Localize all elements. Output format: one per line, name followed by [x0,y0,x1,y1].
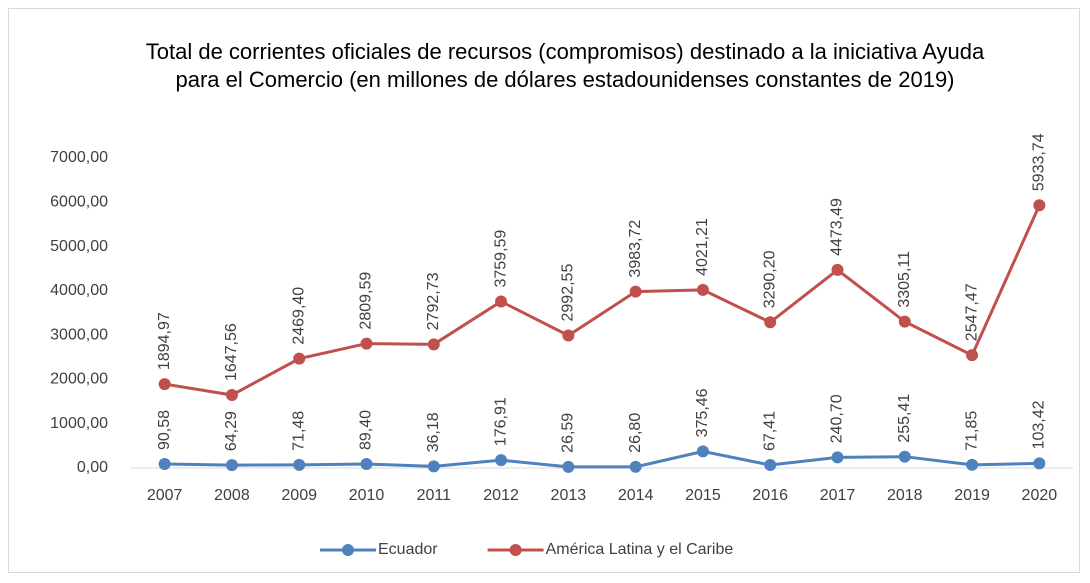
data-label: 176,91 [492,397,509,446]
x-tick-label: 2011 [417,487,452,504]
x-tick-label: 2017 [820,487,856,504]
data-label: 26,59 [560,413,577,453]
x-tick-label: 2007 [147,487,183,504]
data-point [427,460,440,473]
data-label: 26,80 [627,413,644,453]
data-label: 103,42 [1031,400,1048,449]
data-point [158,457,171,470]
data-label: 255,41 [896,394,913,443]
data-point [1033,457,1046,470]
x-tick-label: 2018 [887,487,923,504]
data-label: 3759,59 [492,230,509,288]
data-label: 3305,11 [896,251,913,308]
x-tick-label: 2015 [685,487,721,504]
data-label: 90,58 [156,410,173,450]
x-tick-label: 2019 [954,487,990,504]
chart-title: Total de corrientes oficiales de recurso… [145,39,985,92]
data-point [629,460,642,473]
data-label: 71,48 [290,411,307,451]
data-point [293,458,306,471]
data-label: 240,70 [829,394,846,443]
data-point [831,451,844,464]
data-point [898,450,911,463]
y-tick-label: 4000,00 [50,282,108,299]
data-point [360,458,373,471]
y-tick-label: 6000,00 [50,194,108,211]
y-tick-label: 0,00 [77,459,108,476]
data-point [562,460,575,473]
data-point [696,283,709,296]
data-point [225,459,238,472]
chart-frame [8,8,1080,573]
x-tick-label: 2012 [483,487,519,504]
data-label: 89,40 [358,410,375,450]
data-label: 3290,20 [761,250,778,308]
data-point [764,316,777,329]
data-label: 5933,74 [1031,133,1048,191]
y-tick-label: 2000,00 [50,371,108,388]
series-line [164,204,1041,397]
data-label: 2809,59 [358,272,375,330]
data-point [495,454,508,467]
data-point [427,338,440,351]
y-tick-label: 5000,00 [50,238,108,255]
x-tick-label: 2010 [349,487,385,504]
series-line [164,449,1040,469]
y-tick-label: 3000,00 [50,326,108,343]
x-tick-label: 2020 [1022,487,1058,504]
data-label: 3983,72 [627,220,644,278]
x-tick-label: 2009 [281,487,317,504]
data-label: 1894,97 [156,312,173,370]
y-tick-label: 7000,00 [50,149,108,166]
x-tick-label: 2008 [214,487,250,504]
data-label: 1647,56 [223,323,240,381]
y-tick-label: 1000,00 [50,415,108,432]
data-point [831,263,844,276]
legend-label: Ecuador [378,541,438,558]
data-point [629,285,642,298]
data-label: 2792,73 [425,272,442,330]
data-label: 4473,49 [829,198,846,256]
data-point [966,458,979,471]
x-tick-label: 2014 [618,487,654,504]
data-label: 2469,40 [290,287,307,345]
data-label: 375,46 [694,388,711,437]
data-label: 4021,21 [694,218,711,276]
data-point [293,352,306,365]
data-point [495,295,508,308]
legend-marker [509,544,522,556]
legend-label: América Latina y el Caribe [546,541,734,558]
data-label: 2992,55 [560,264,577,322]
data-label: 67,41 [761,411,778,451]
data-point [1033,199,1046,212]
data-point [158,378,171,391]
data-label: 2547,47 [963,283,980,341]
data-point [225,389,238,402]
data-point [966,349,979,362]
data-point [562,329,575,342]
data-point [898,315,911,328]
legend-marker [342,544,354,556]
data-label: 64,29 [223,411,240,451]
data-point [360,337,373,350]
data-point [696,445,709,458]
data-point [764,459,777,472]
x-tick-label: 2013 [551,487,587,504]
data-label: 71,85 [963,411,980,451]
x-tick-label: 2016 [752,487,788,504]
data-label: 36,18 [425,412,442,452]
